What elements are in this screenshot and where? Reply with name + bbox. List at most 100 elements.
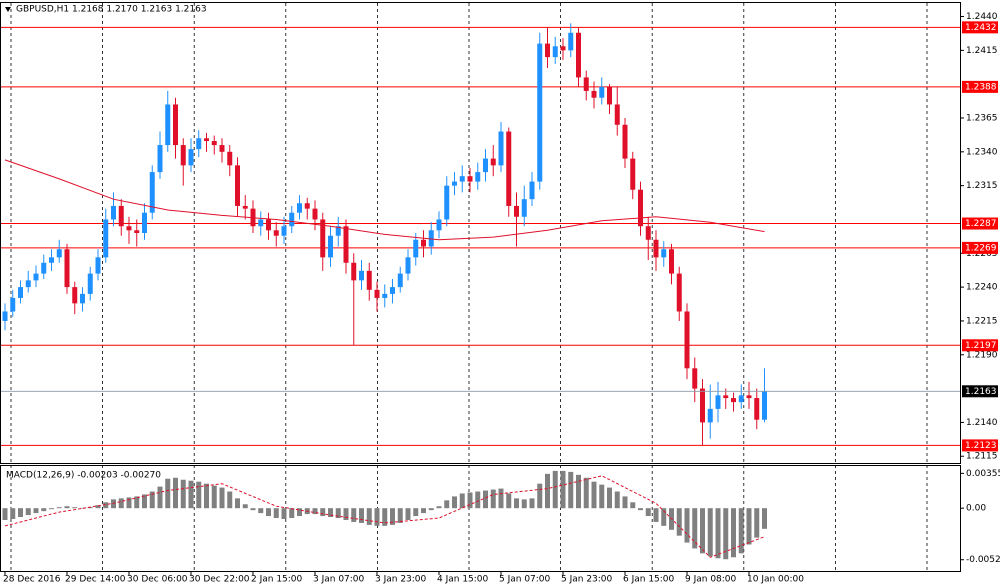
candle-body xyxy=(483,158,488,173)
histogram-bar xyxy=(630,502,636,509)
histogram-bar xyxy=(25,508,31,516)
histogram-bar xyxy=(521,499,527,509)
histogram-bar xyxy=(638,508,643,511)
candle-body xyxy=(289,212,295,227)
histogram-bar xyxy=(56,507,62,509)
histogram-bar xyxy=(723,508,729,560)
histogram-bar xyxy=(397,508,403,523)
histogram-bar xyxy=(328,508,333,518)
candle-body xyxy=(413,239,419,258)
histogram-bar xyxy=(266,508,271,517)
histogram-bar xyxy=(165,478,171,509)
y-tick-label: 1.2440 xyxy=(966,12,998,22)
candle-body xyxy=(545,43,550,58)
candle-body xyxy=(428,230,434,247)
candle-body xyxy=(700,388,705,423)
histogram-bar xyxy=(684,508,690,543)
y-tick-label: 1.2115 xyxy=(966,452,998,462)
candle-body xyxy=(204,138,209,141)
histogram-bar xyxy=(498,488,504,509)
histogram-bar xyxy=(273,508,279,519)
candle-body xyxy=(64,249,70,288)
histogram-bar xyxy=(72,507,78,509)
histogram-bar xyxy=(351,508,357,522)
candle-body xyxy=(126,226,132,231)
y-tick-label: 1.2215 xyxy=(966,316,998,326)
level-label: 1.2197 xyxy=(965,341,997,351)
histogram-bar xyxy=(149,491,155,509)
candle-body xyxy=(142,212,147,233)
histogram-bar xyxy=(661,508,667,526)
candle-body xyxy=(436,219,442,231)
candle-body xyxy=(359,270,364,281)
candle-body xyxy=(444,185,450,220)
candle-body xyxy=(506,131,512,206)
candle-body xyxy=(746,395,752,399)
candle-body xyxy=(676,273,682,312)
candle-body xyxy=(196,138,202,150)
histogram-bar xyxy=(676,508,682,536)
histogram-bar xyxy=(738,508,744,554)
candle-body xyxy=(335,226,341,236)
x-tick-label: 2 Jan 15:00 xyxy=(251,575,303,585)
histogram-bar xyxy=(467,492,473,509)
y-tick-label: -0.00525 xyxy=(966,555,1000,565)
candle-body xyxy=(188,149,194,166)
candle-body xyxy=(537,43,543,182)
histogram-bar xyxy=(366,508,372,525)
candle-body xyxy=(211,141,217,146)
histogram-bar xyxy=(33,508,39,514)
histogram-bar xyxy=(421,508,426,514)
x-tick-label: 29 Dec 14:00 xyxy=(65,575,126,585)
histogram-bar xyxy=(529,498,535,509)
histogram-bar xyxy=(103,502,109,509)
candle-body xyxy=(219,145,225,152)
candle-body xyxy=(684,311,690,369)
candle-body xyxy=(328,235,333,258)
candle-body xyxy=(653,239,659,258)
histogram-bar xyxy=(250,508,256,511)
histogram-bar xyxy=(142,494,147,509)
candle-body xyxy=(715,395,721,409)
histogram-bar xyxy=(382,508,388,526)
x-tick-label: 10 Jan 00:00 xyxy=(747,575,804,585)
histogram-bar xyxy=(180,479,186,509)
histogram-bar xyxy=(80,508,85,509)
histogram-bar xyxy=(428,508,434,511)
x-tick-label: 30 Dec 06:00 xyxy=(127,575,188,585)
histogram-bar xyxy=(188,480,194,509)
histogram-bar xyxy=(211,485,217,509)
x-tick-label: 3 Jan 23:00 xyxy=(375,575,427,585)
level-label: 1.2287 xyxy=(965,219,997,229)
histogram-bar xyxy=(2,508,8,520)
candle-body xyxy=(304,203,310,209)
x-tick-label: 4 Jan 15:00 xyxy=(437,575,489,585)
candle-body xyxy=(638,189,643,227)
candle-body xyxy=(661,249,667,258)
candle-body xyxy=(297,203,302,213)
candle-body xyxy=(41,262,47,274)
candle-body xyxy=(95,257,101,274)
candle-body xyxy=(72,287,78,304)
histogram-bar xyxy=(95,505,101,509)
histogram-bar xyxy=(374,508,380,526)
candle-body xyxy=(607,86,612,105)
histogram-bar xyxy=(64,506,70,509)
histogram-bar xyxy=(204,483,209,509)
candle-body xyxy=(149,172,155,213)
y-tick-label: 0.00355 xyxy=(966,469,1000,479)
candle-body xyxy=(235,165,240,206)
y-tick-label: 1.2365 xyxy=(966,114,998,124)
menu-icon xyxy=(5,7,11,12)
histogram-bar xyxy=(583,477,589,509)
histogram-bar xyxy=(545,473,550,509)
histogram-bar xyxy=(645,508,651,517)
histogram-bar xyxy=(196,481,202,509)
y-tick-label: 0.00 xyxy=(966,504,986,514)
candle-body xyxy=(421,239,426,247)
candle-body xyxy=(320,219,326,258)
candle-body xyxy=(273,230,279,236)
level-label-box xyxy=(962,339,998,352)
candle-body xyxy=(591,90,597,98)
candle-body xyxy=(692,368,698,389)
